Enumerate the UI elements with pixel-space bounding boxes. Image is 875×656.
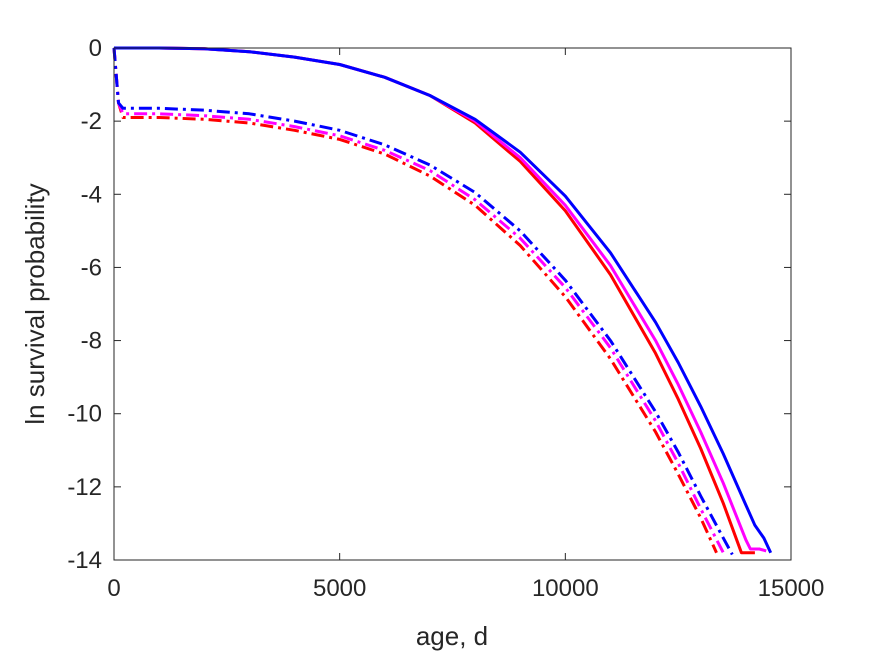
y-tick-label: -4 xyxy=(81,181,102,208)
y-tick-label: -12 xyxy=(67,474,102,501)
series-line-magenta-dashdot xyxy=(112,47,725,554)
y-tick-label: -8 xyxy=(81,328,102,355)
x-axis-label: age, d xyxy=(416,621,488,651)
series-line-red-dashdot xyxy=(112,47,718,554)
y-tick-label: -10 xyxy=(67,401,102,428)
y-tick-label: -2 xyxy=(81,108,102,135)
tick-layer: 0 5000 10000 15000 0 -2 -4 -6 -8 -10 -12 -14 xyxy=(67,35,824,602)
x-tick-label: 0 xyxy=(107,575,120,602)
series-layer xyxy=(112,46,773,556)
y-tick-label: -14 xyxy=(67,547,102,574)
y-axis-label: ln survival probability xyxy=(20,183,50,424)
y-tick-label: -6 xyxy=(81,254,102,281)
plot-background xyxy=(114,48,791,560)
series-line-blue-solid xyxy=(114,46,773,554)
y-tick-label: 0 xyxy=(89,35,102,62)
x-tick-label: 10000 xyxy=(532,575,599,602)
x-tick-label: 5000 xyxy=(313,575,366,602)
series-line-blue-dashdot xyxy=(112,47,734,556)
x-tick-label: 15000 xyxy=(758,575,825,602)
plot-frame xyxy=(113,47,792,561)
